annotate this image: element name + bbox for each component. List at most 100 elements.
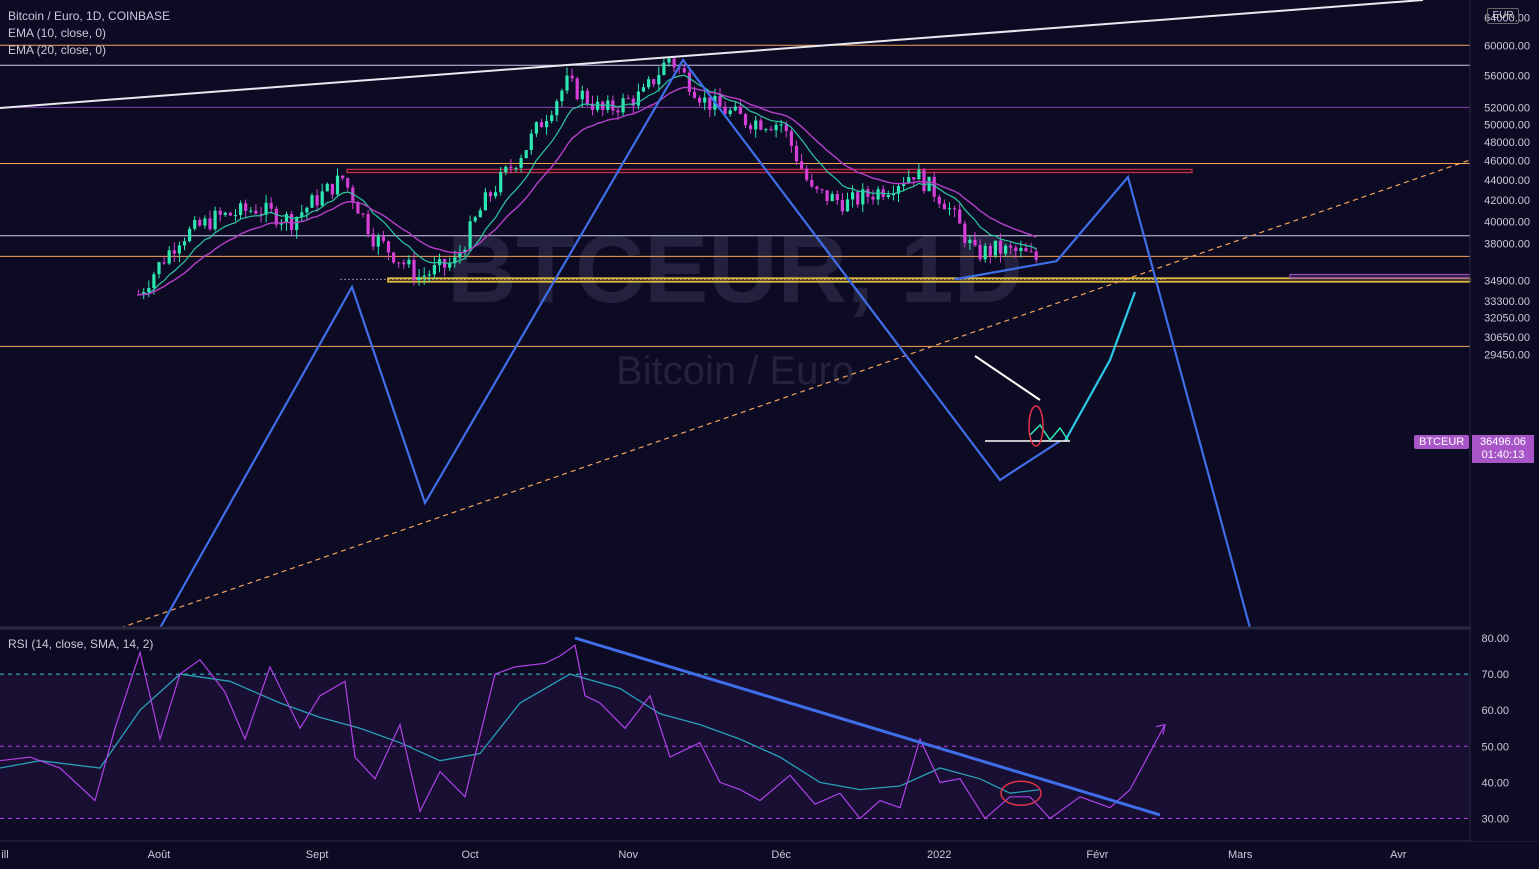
candle-body	[346, 178, 350, 188]
candle-body	[560, 90, 564, 102]
mini-pattern	[1029, 423, 1069, 442]
candle-body	[647, 79, 651, 88]
candle-body	[580, 90, 584, 100]
candle-body	[448, 263, 452, 268]
candle-body	[534, 122, 538, 134]
rsi-tick-label: 80.00	[1481, 633, 1509, 645]
candle-body	[968, 239, 972, 244]
candle-body	[223, 212, 227, 215]
candle-body	[907, 177, 911, 184]
support-zone	[387, 277, 1471, 283]
candle-body	[539, 122, 544, 128]
candle-body	[596, 101, 600, 110]
highlight-circle	[1028, 405, 1044, 447]
candle-body	[555, 101, 559, 116]
candle-body	[575, 78, 579, 100]
candle-body	[825, 190, 829, 202]
candle-body	[208, 218, 212, 230]
candle-body	[427, 274, 431, 276]
candle-body	[351, 187, 355, 203]
candle-body	[295, 217, 299, 231]
watermark-name: Bitcoin / Euro	[616, 349, 854, 393]
candle-body	[233, 215, 238, 217]
candle-body	[565, 75, 569, 91]
time-axis[interactable]: ill Août Sept Oct Nov Déc 2022 Févr Mars Avr	[1, 849, 1406, 861]
ema10-line	[138, 74, 1037, 296]
candle-body	[397, 262, 401, 264]
candle-body	[193, 219, 197, 229]
candle-body	[458, 252, 462, 258]
candle-body	[341, 175, 345, 179]
candle-body	[529, 133, 533, 151]
candle-body	[958, 209, 962, 224]
candle-body	[524, 150, 528, 159]
candle-body	[137, 294, 141, 296]
candle-body	[947, 208, 952, 210]
candle-body	[483, 192, 487, 211]
chart-title: Bitcoin / Euro, 1D, COINBASE	[8, 9, 171, 23]
x-tick-label: Mars	[1228, 849, 1253, 861]
long-trendline	[0, 0, 1424, 109]
candle-body	[478, 210, 482, 218]
candle-body	[473, 217, 477, 222]
candle-body	[912, 177, 916, 180]
candle-body	[871, 196, 875, 200]
candle-body	[657, 75, 661, 85]
y-tick-label: 44000.00	[1484, 175, 1530, 187]
candle-body	[698, 97, 702, 103]
candle-body	[805, 168, 809, 180]
candle-body	[800, 161, 804, 169]
candle-body	[300, 212, 304, 218]
candle-body	[983, 245, 987, 260]
candle-body	[335, 175, 340, 195]
candle-body	[902, 183, 906, 186]
x-tick-label: Févr	[1086, 849, 1108, 861]
candle-body	[1014, 247, 1018, 251]
candle-body	[402, 262, 406, 265]
candle-body	[167, 250, 171, 264]
y-tick-label: 33300.00	[1484, 296, 1530, 308]
zigzag-pattern	[159, 58, 1061, 629]
candle-body	[249, 210, 253, 212]
candle-body	[672, 58, 676, 68]
rsi-legend[interactable]: RSI (14, close, SMA, 14, 2)	[8, 637, 154, 651]
y-tick-label: 29450.00	[1484, 349, 1530, 361]
y-tick-label: 48000.00	[1484, 137, 1530, 149]
candle-body	[330, 183, 334, 195]
candle-body	[764, 129, 768, 131]
candle-body	[386, 241, 391, 253]
rsi-pane	[0, 636, 1470, 820]
candle-body	[733, 106, 737, 111]
candle-body	[922, 169, 926, 192]
candle-body	[407, 259, 411, 265]
ema-lines	[138, 74, 1037, 296]
candle-body	[820, 189, 824, 191]
candle-body	[392, 252, 396, 263]
rsi-axis[interactable]: 80.00 70.00 60.00 50.00 40.00 30.00	[1481, 633, 1509, 826]
candle-body	[886, 195, 890, 198]
candle-body	[147, 287, 151, 293]
candle-body	[264, 202, 268, 215]
candle-body	[789, 130, 793, 146]
candle-body	[606, 100, 610, 110]
x-tick-label: Sept	[306, 849, 329, 861]
y-tick-label: 32050.00	[1484, 313, 1530, 325]
ema10-legend[interactable]: EMA (10, close, 0)	[8, 26, 107, 40]
candle-body	[453, 257, 457, 264]
candle-body	[488, 192, 493, 197]
candle-body	[188, 228, 192, 242]
x-tick-label: Déc	[771, 849, 791, 861]
candle-body	[774, 124, 778, 131]
candle-body	[616, 110, 620, 113]
candle-body	[422, 275, 426, 277]
candle-body	[371, 234, 375, 247]
candle-body	[856, 192, 860, 205]
candle-body	[320, 191, 324, 206]
ema20-legend[interactable]: EMA (20, close, 0)	[8, 43, 107, 57]
candle-body	[162, 262, 166, 264]
candle-body	[937, 196, 941, 204]
candle-body	[861, 189, 865, 205]
candle-body	[177, 245, 181, 254]
currency-button[interactable]: EUR	[1487, 8, 1519, 24]
